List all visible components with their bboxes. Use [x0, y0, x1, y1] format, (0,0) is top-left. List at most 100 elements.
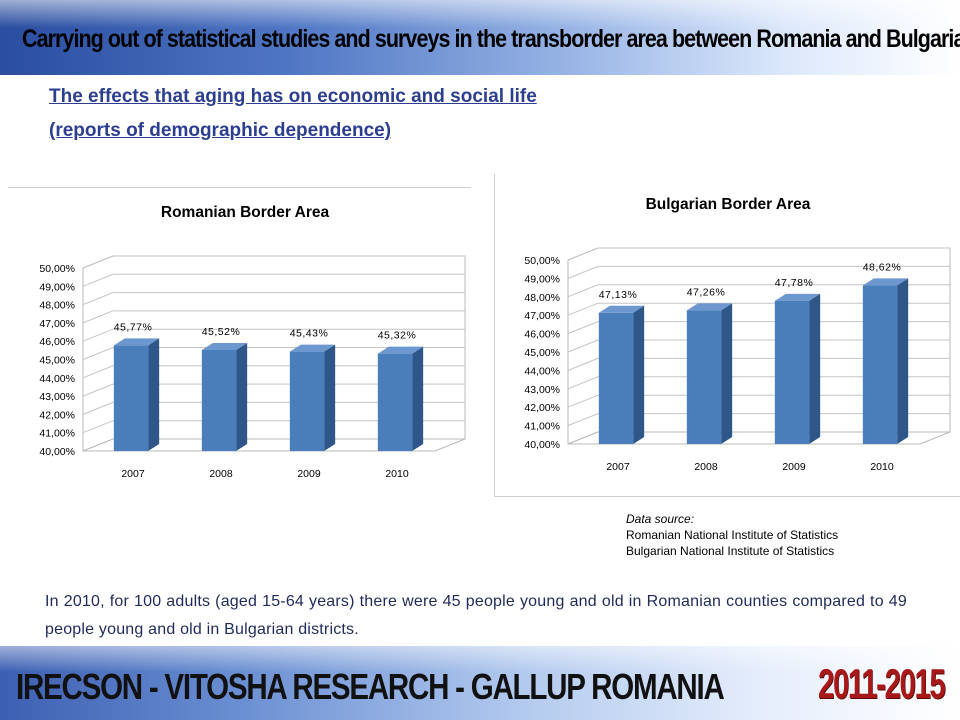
gridline — [567, 339, 950, 353]
y-tick-label: 44,00% — [524, 365, 560, 377]
bar-value-label: 47,13% — [599, 289, 638, 301]
y-tick-label: 46,00% — [39, 336, 75, 348]
header-title: Carrying out of statistical studies and … — [22, 25, 960, 53]
gridline — [567, 265, 950, 279]
y-tick-label: 48,00% — [524, 292, 560, 304]
y-tick-label: 43,00% — [39, 391, 75, 403]
y-tick-label: 50,00% — [39, 263, 75, 275]
footer-years: 2011-2015 — [818, 660, 946, 707]
bar-value-label: 45,52% — [202, 326, 241, 338]
chart-title: Bulgarian Border Area — [646, 196, 811, 213]
bar-top — [289, 344, 336, 352]
x-tick-label: 2009 — [297, 468, 321, 480]
gridline — [567, 357, 950, 371]
y-tick-label: 45,00% — [39, 355, 75, 367]
bulgarian-border-area-chart: 40,00% 41,00% 42,00% 43,00% 44,00% 45,00% 46,0… — [524, 196, 951, 473]
gridline — [82, 365, 465, 379]
bar-top — [113, 338, 160, 346]
y-tick-label: 50,00% — [524, 255, 560, 267]
bar-side — [324, 344, 336, 451]
gridline — [82, 292, 465, 306]
gridline — [82, 328, 465, 342]
gridline — [567, 284, 950, 298]
bar-value-label: 45,32% — [378, 330, 417, 342]
bulgarian-chart-panel: 40,00% 41,00% 42,00% 43,00% 44,00% 45,00% 46,0… — [494, 174, 960, 497]
x-tick-label: 2007 — [121, 468, 145, 480]
y-tick-label: 43,00% — [524, 384, 560, 396]
footer-banner — [0, 646, 960, 720]
x-tick-label: 2010 — [870, 461, 894, 473]
x-tick-label: 2009 — [782, 461, 806, 473]
x-tick-label: 2008 — [209, 468, 233, 480]
gridline — [567, 247, 950, 261]
x-tick-label: 2010 — [385, 468, 409, 480]
bar — [686, 310, 722, 444]
y-tick-label: 46,00% — [524, 329, 560, 341]
bar — [774, 300, 810, 444]
footer-partners: IRECSON - VITOSHA RESEARCH - GALLUP ROMA… — [16, 666, 725, 707]
bar-top — [686, 303, 733, 311]
bar-top — [862, 278, 909, 286]
bar-value-label: 45,43% — [290, 328, 329, 340]
y-tick-label: 42,00% — [39, 409, 75, 421]
bar-top — [598, 305, 645, 313]
y-tick-label: 47,00% — [39, 318, 75, 330]
data-source-bulgaria: Bulgarian National Institute of Statisti… — [626, 544, 835, 558]
bar-value-label: 45,77% — [114, 321, 153, 333]
gridline — [82, 347, 465, 360]
bar-value-label: 47,26% — [687, 286, 726, 298]
gridline — [567, 413, 950, 427]
bar — [201, 349, 237, 451]
bar — [289, 351, 325, 451]
bar — [862, 285, 898, 444]
bar-value-label: 48,62% — [863, 261, 902, 273]
bar-side — [897, 278, 909, 444]
header-banner — [0, 0, 960, 75]
data-source-label: Data source: — [626, 512, 695, 526]
bar-side — [148, 338, 160, 451]
gridline — [82, 383, 465, 397]
bar-side — [633, 305, 645, 444]
gridline — [82, 255, 465, 269]
bar — [377, 353, 413, 451]
y-tick-label: 49,00% — [39, 281, 75, 293]
bar-side — [721, 303, 733, 444]
romanian-chart-panel: 40,00% 41,00% 42,00% 43,00% 44,00% 45,00% 46,0… — [8, 187, 471, 490]
bar-top — [377, 346, 424, 354]
y-tick-label: 49,00% — [524, 273, 560, 285]
gridline — [567, 376, 950, 390]
header-glow — [0, 0, 960, 28]
y-tick-label: 41,00% — [524, 421, 560, 433]
bar-side — [809, 293, 821, 444]
y-tick-label: 42,00% — [524, 402, 560, 414]
x-tick-label: 2007 — [606, 461, 630, 473]
y-tick-label: 40,00% — [524, 439, 560, 451]
gridline — [82, 401, 465, 415]
bar-side — [236, 342, 248, 451]
slide-subtitle-line-1: The effects that aging has on economic a… — [49, 86, 537, 107]
slide-subtitle-line-2: (reports of demographic dependence) — [49, 120, 392, 141]
bar-value-label: 47,78% — [775, 277, 814, 289]
gridline — [567, 394, 950, 408]
y-tick-label: 48,00% — [39, 300, 75, 312]
bar-top — [201, 342, 248, 350]
y-tick-label: 47,00% — [524, 310, 560, 322]
bar — [598, 312, 634, 444]
y-tick-label: 44,00% — [39, 373, 75, 385]
footer-glow — [0, 646, 960, 672]
data-source-note: Data source: Romanian National Institute… — [626, 511, 838, 559]
bar-side — [412, 346, 424, 451]
gridline — [82, 420, 465, 434]
y-tick-label: 40,00% — [39, 446, 75, 458]
x-tick-label: 2008 — [694, 461, 718, 473]
gridline — [82, 273, 465, 287]
gridline — [567, 321, 950, 335]
y-tick-label: 41,00% — [39, 428, 75, 440]
gridline — [567, 302, 950, 316]
chart-title: Romanian Border Area — [161, 204, 330, 221]
gridline — [82, 310, 465, 324]
conclusion-text: In 2010, for 100 adults (aged 15-64 year… — [45, 593, 907, 638]
bar — [113, 345, 149, 451]
bar-top — [774, 293, 821, 301]
romanian-border-area-chart: 40,00% 41,00% 42,00% 43,00% 44,00% 45,00% 46,0… — [39, 204, 466, 480]
